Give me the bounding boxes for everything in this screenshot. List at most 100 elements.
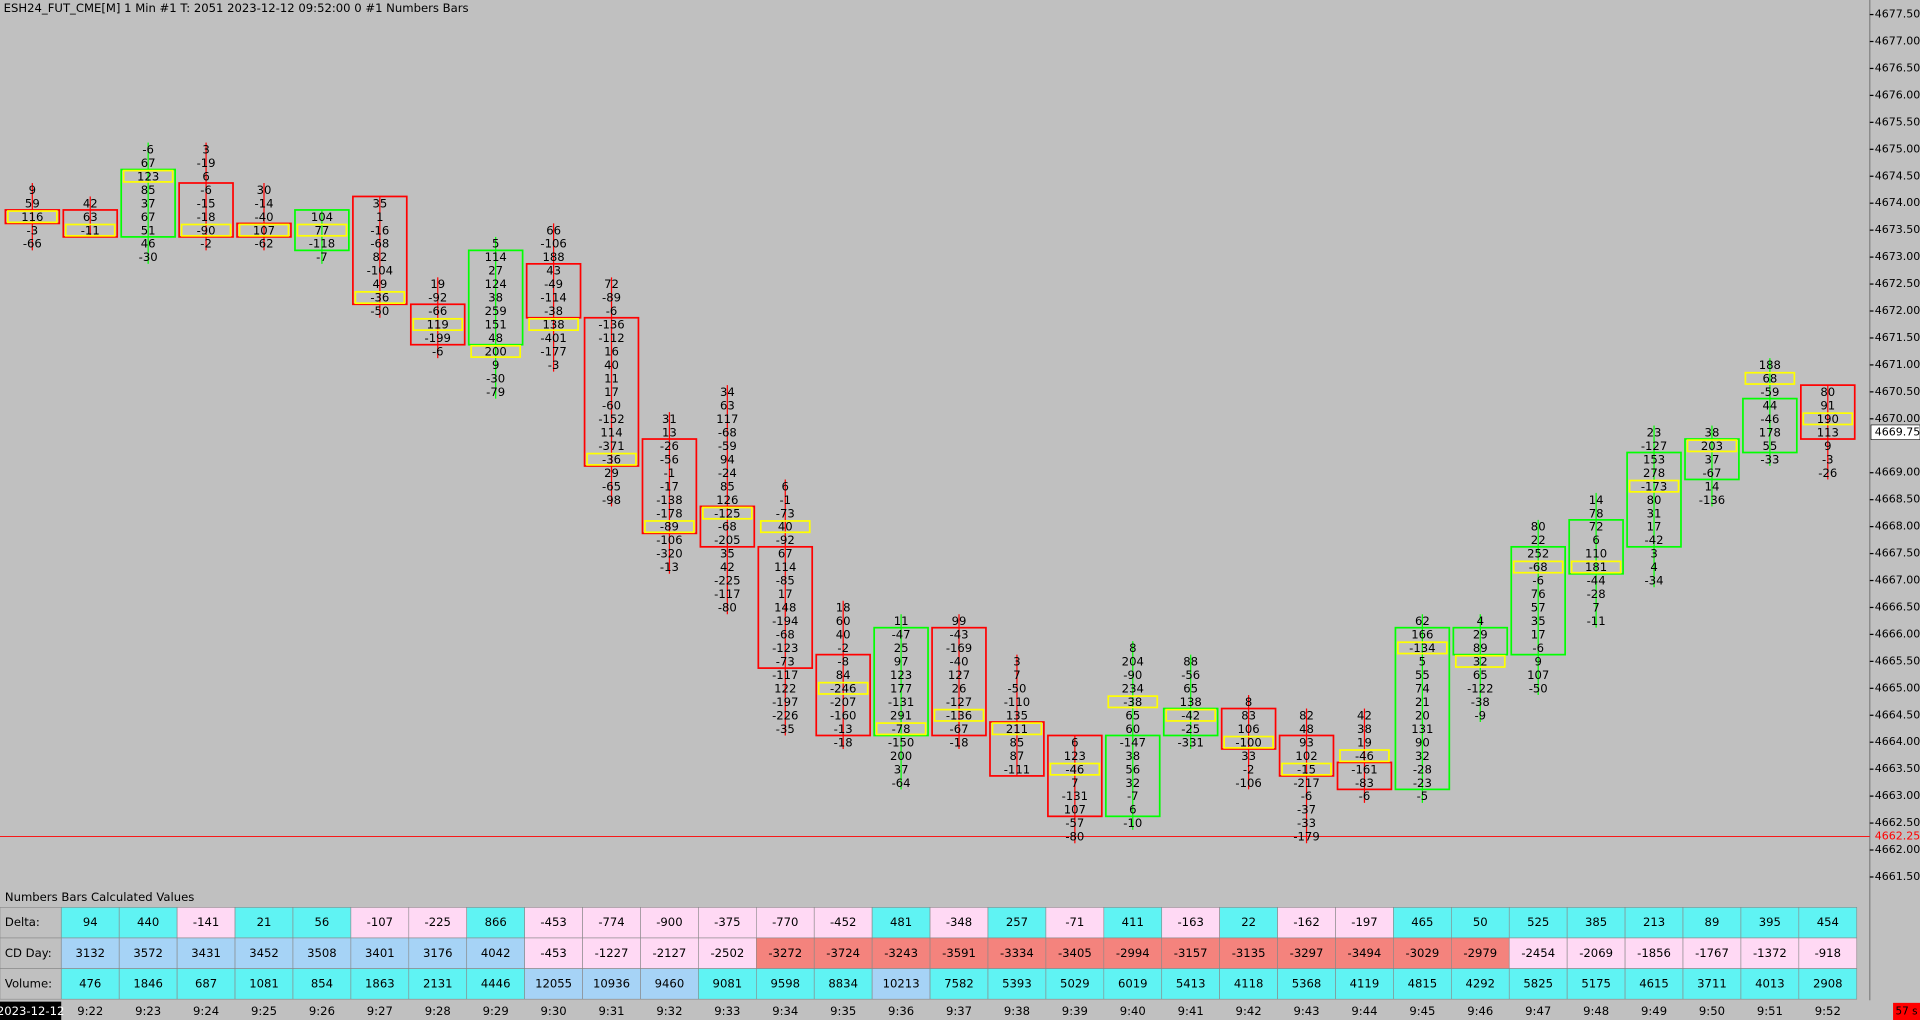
table-value: 257 [1006, 915, 1028, 929]
footprint-value: 9 [1824, 439, 1831, 453]
table-value: 1846 [133, 976, 163, 990]
footprint-value: -401 [540, 331, 566, 345]
footprint-value: -127 [946, 695, 972, 709]
footprint-value: 46 [141, 237, 156, 251]
table-cell [524, 907, 583, 939]
footprint-value: 9 [29, 183, 36, 197]
table-value: 10936 [593, 976, 630, 990]
footprint-value: 104 [311, 210, 333, 224]
table-cell [1566, 968, 1626, 1000]
table-value: 4042 [481, 946, 511, 960]
x-tick-label: 9:26 [309, 1004, 335, 1018]
footprint-value: -6 [1301, 789, 1313, 803]
table-value: -774 [598, 915, 624, 929]
date-label: 2023-12-12 [0, 1004, 64, 1018]
y-tick-label: 4672.00 [1875, 304, 1920, 317]
footprint-value: 278 [1643, 466, 1665, 480]
footprint-value: -42 [1181, 708, 1200, 722]
footprint-value: 8 [1245, 695, 1252, 709]
footprint-value: 3 [1650, 547, 1657, 561]
table-value: 1081 [249, 976, 279, 990]
footprint-value: 19 [430, 277, 445, 291]
footprint-value: 93 [1299, 735, 1314, 749]
footprint-value: -38 [544, 304, 563, 318]
footprint-value: 68 [1762, 371, 1777, 385]
footprint-value: -117 [772, 668, 798, 682]
y-tick-label: 4677.50 [1875, 8, 1920, 21]
footprint-value: -73 [776, 506, 795, 520]
x-tick-label: 9:29 [483, 1004, 509, 1018]
table-value: 50 [1473, 915, 1488, 929]
footprint-value: 33 [1241, 749, 1256, 763]
bar-body [1336, 761, 1393, 791]
footprint-value: 67 [778, 547, 793, 561]
footprint-value: -59 [1760, 385, 1779, 399]
footprint-value: 59 [25, 196, 40, 210]
footprint-value: 72 [604, 277, 619, 291]
x-tick-label: 9:45 [1409, 1004, 1435, 1018]
footprint-value: 181 [1585, 560, 1607, 574]
x-tick-label: 9:34 [772, 1004, 798, 1018]
bar-body [1278, 734, 1335, 777]
footprint-value: -80 [718, 601, 737, 615]
footprint-value: 42 [720, 560, 735, 574]
table-value: -107 [367, 915, 393, 929]
table-cell [60, 968, 120, 1000]
footprint-value: -16 [370, 223, 389, 237]
footprint-value: 63 [83, 210, 98, 224]
footprint-value: 80 [1820, 385, 1835, 399]
footprint-value: 5 [1419, 654, 1426, 668]
table-value: 3572 [133, 946, 163, 960]
table-cell [698, 968, 757, 1000]
footprint-value: -118 [309, 237, 335, 251]
footprint-value: -83 [1355, 776, 1374, 790]
footprint-value: -7 [316, 250, 328, 264]
x-tick-label: 9:41 [1178, 1004, 1204, 1018]
footprint-value: -225 [714, 574, 740, 588]
footprint-value: 14 [1705, 479, 1720, 493]
table-value: 2908 [1813, 976, 1843, 990]
footprint-value: 21 [1415, 695, 1430, 709]
table-value: 4292 [1465, 976, 1495, 990]
footprint-value: 38 [1125, 749, 1140, 763]
footprint-value: -67 [950, 722, 969, 736]
footprint-value: 116 [21, 210, 43, 224]
y-tick-label: 4671.00 [1875, 358, 1920, 371]
poc-box [1454, 654, 1506, 668]
footprint-value: -68 [718, 425, 737, 439]
table-cell [1045, 968, 1105, 1000]
footprint-value: 29 [604, 466, 619, 480]
footprint-value: -40 [950, 654, 969, 668]
table-value: -3334 [1000, 946, 1034, 960]
y-tick-label: 4668.00 [1875, 520, 1920, 533]
table-cell [1045, 907, 1105, 939]
table-cell [1277, 937, 1336, 969]
table-cell [176, 907, 236, 939]
footprint-value: -68 [370, 237, 389, 251]
footprint-value: -9 [1474, 708, 1486, 722]
footprint-value: 32 [1125, 776, 1140, 790]
footprint-value: -110 [1004, 695, 1030, 709]
table-value: -162 [1293, 915, 1319, 929]
footprint-value: -217 [1293, 776, 1319, 790]
y-tick-label: 4671.50 [1875, 331, 1920, 344]
table-cell [1508, 968, 1568, 1000]
footprint-value: -73 [776, 654, 795, 668]
table-row-label: CD Day: [5, 946, 52, 960]
table-value: 854 [311, 976, 333, 990]
table-value: -3243 [884, 946, 918, 960]
footprint-value: 3 [202, 142, 209, 156]
footprint-value: -194 [772, 614, 798, 628]
time-axis [0, 1000, 1920, 1020]
footprint-value: 5 [492, 237, 499, 251]
footprint-value: 88 [1183, 654, 1198, 668]
table-cell [118, 937, 178, 969]
table-cell [234, 937, 294, 969]
table-value: -3157 [1174, 946, 1208, 960]
footprint-value: -89 [602, 291, 621, 305]
table-value: -2454 [1521, 946, 1555, 960]
x-tick-label: 9:40 [1120, 1004, 1146, 1018]
footprint-value: -123 [772, 641, 798, 655]
x-tick-label: 9:43 [1293, 1004, 1319, 1018]
footprint-value: 9 [492, 358, 499, 372]
